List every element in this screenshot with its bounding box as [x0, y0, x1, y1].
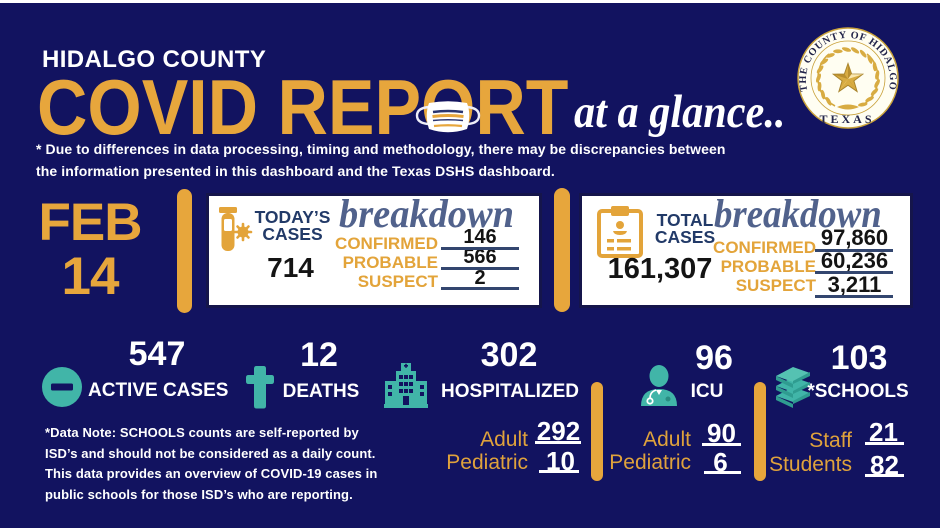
svg-text:TEXAS: TEXAS: [819, 112, 874, 126]
